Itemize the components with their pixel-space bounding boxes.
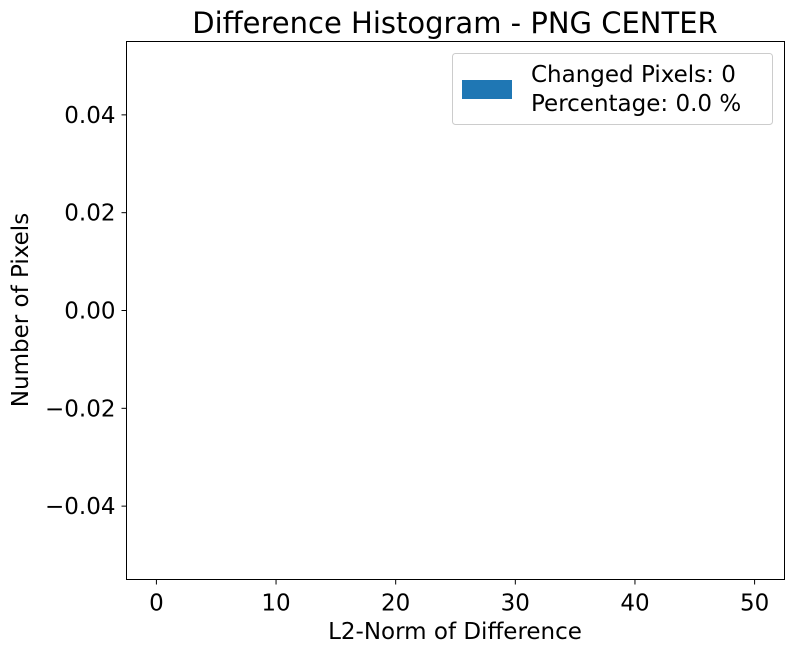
plot-area xyxy=(126,41,785,580)
x-tick-label: 20 xyxy=(381,591,410,617)
legend-label-changed-pixels: Changed Pixels: 0 xyxy=(531,62,736,88)
y-tick-label: −0.02 xyxy=(45,396,115,422)
x-tick-label: 0 xyxy=(149,591,164,617)
legend: Changed Pixels: 0 Percentage: 0.0 % xyxy=(452,53,773,125)
plot-frame xyxy=(126,41,785,580)
x-tick-label: 40 xyxy=(620,591,649,617)
legend-frame xyxy=(452,53,773,125)
y-axis: −0.04 −0.02 0.00 0.02 0.04 xyxy=(45,103,127,520)
chart-title: Difference Histogram - PNG CENTER xyxy=(192,6,717,40)
y-axis-label: Number of Pixels xyxy=(8,213,34,407)
x-tick-label: 30 xyxy=(501,591,530,617)
y-tick-label: 0.00 xyxy=(64,299,115,325)
x-axis: 0 10 20 30 40 50 xyxy=(149,579,769,617)
y-tick-label: −0.04 xyxy=(45,494,115,520)
legend-swatch xyxy=(462,80,512,99)
x-axis-label: L2-Norm of Difference xyxy=(328,619,582,645)
x-tick-label: 50 xyxy=(740,591,769,617)
y-tick-label: 0.02 xyxy=(64,201,115,227)
x-tick-label: 10 xyxy=(261,591,290,617)
y-tick-label: 0.04 xyxy=(64,103,115,129)
legend-label-percentage: Percentage: 0.0 % xyxy=(531,91,741,117)
